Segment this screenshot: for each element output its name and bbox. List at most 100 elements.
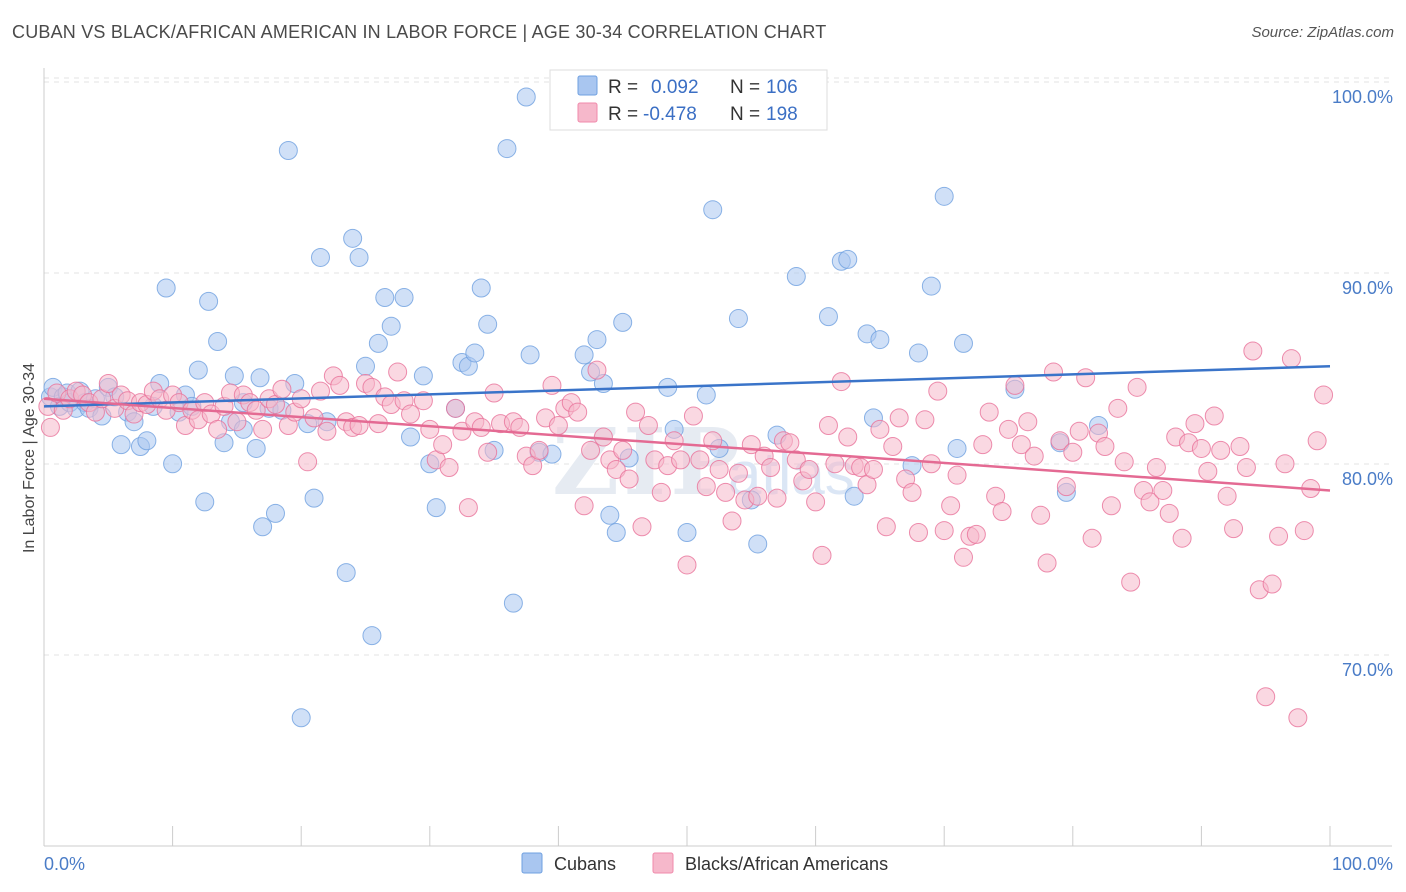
point-blacks [1204, 406, 1224, 426]
point-blacks [1095, 437, 1115, 457]
point-cubans [613, 312, 633, 332]
point-cubans [394, 288, 414, 308]
point-cubans [375, 288, 395, 308]
point-cubans [606, 522, 626, 542]
point-blacks [1224, 519, 1244, 539]
point-blacks [767, 488, 787, 508]
point-blacks [1146, 458, 1166, 478]
point-blacks [1076, 368, 1096, 388]
point-cubans [304, 488, 324, 508]
point-blacks [272, 379, 292, 399]
point-blacks [786, 450, 806, 470]
point-blacks [838, 427, 858, 447]
bottom-legend-swatch-blacks [652, 852, 674, 874]
point-blacks [1211, 440, 1231, 460]
trend-line-blacks [43, 397, 1331, 492]
point-cubans [703, 200, 723, 220]
point-cubans [953, 333, 973, 353]
point-blacks [812, 545, 832, 565]
point-cubans [921, 276, 941, 296]
point-blacks [1114, 452, 1134, 472]
point-blacks [1153, 480, 1173, 500]
point-blacks [1140, 492, 1160, 512]
point-cubans [246, 438, 266, 458]
point-blacks [317, 421, 337, 441]
point-cubans [362, 626, 382, 646]
point-blacks [606, 459, 626, 479]
point-blacks [1044, 362, 1064, 382]
source-credit: Source: ZipAtlas.com [1251, 24, 1394, 41]
point-blacks [883, 437, 903, 457]
point-cubans [465, 343, 485, 363]
legend-r-label-blacks: R = [608, 104, 638, 125]
point-blacks [722, 511, 742, 531]
legend-r-value-cubans: 0.092 [651, 77, 699, 98]
point-blacks [626, 402, 646, 422]
point-blacks [1101, 496, 1121, 516]
point-cubans [278, 140, 298, 160]
point-cubans [838, 249, 858, 269]
point-cubans [844, 486, 864, 506]
point-cubans [600, 505, 620, 525]
legend-n-value-cubans: 106 [766, 77, 798, 98]
point-blacks [928, 381, 948, 401]
point-cubans [574, 345, 594, 365]
point-blacks [1269, 526, 1289, 546]
point-blacks [966, 524, 986, 544]
point-blacks [568, 402, 588, 422]
point-cubans [748, 534, 768, 554]
point-blacks [619, 469, 639, 489]
point-blacks [632, 517, 652, 537]
x-tick-labels: 0.0% 100.0% [44, 854, 1393, 874]
point-blacks [433, 435, 453, 455]
point-blacks [748, 486, 768, 506]
y-tick-label: 70.0% [1342, 660, 1393, 680]
point-cubans [356, 356, 375, 376]
point-blacks [349, 416, 369, 436]
point-cubans [786, 267, 806, 287]
point-blacks [330, 375, 350, 395]
point-cubans [677, 522, 697, 542]
point-blacks [761, 458, 781, 478]
point-cubans [253, 517, 273, 537]
point-blacks [1217, 486, 1237, 506]
point-blacks [413, 391, 433, 411]
point-blacks [478, 442, 498, 462]
point-blacks [1121, 572, 1141, 592]
point-blacks [1050, 431, 1070, 451]
point-blacks [806, 492, 826, 512]
point-blacks [1037, 553, 1057, 573]
point-cubans [265, 503, 285, 523]
point-cubans [188, 360, 208, 380]
point-cubans [368, 333, 388, 353]
point-blacks [915, 410, 935, 430]
point-blacks [1024, 446, 1044, 466]
point-cubans [195, 492, 215, 512]
point-cubans [343, 228, 363, 248]
point-blacks [458, 498, 478, 518]
point-cubans [381, 316, 401, 336]
point-blacks [728, 463, 748, 483]
point-blacks [452, 421, 472, 441]
point-blacks [876, 517, 896, 537]
point-cubans [471, 278, 491, 298]
point-cubans [156, 278, 176, 298]
bottom-legend-label-cubans: Cubans [554, 854, 616, 874]
point-blacks [1256, 687, 1276, 707]
y-tick-label: 100.0% [1332, 87, 1393, 107]
point-blacks [992, 501, 1012, 521]
point-blacks [908, 522, 928, 542]
point-blacks [664, 431, 684, 451]
y-axis-label: In Labor Force | Age 30-34 [21, 363, 38, 553]
point-blacks [1262, 574, 1282, 594]
point-blacks [683, 406, 703, 426]
point-blacks [1069, 421, 1089, 441]
point-blacks [1063, 442, 1083, 462]
point-blacks [388, 362, 408, 382]
point-blacks [1314, 385, 1334, 405]
point-blacks [709, 459, 729, 479]
point-blacks [420, 419, 440, 439]
point-blacks [298, 452, 318, 472]
point-blacks [1288, 708, 1308, 728]
legend-n-label-blacks: N = [730, 104, 760, 125]
